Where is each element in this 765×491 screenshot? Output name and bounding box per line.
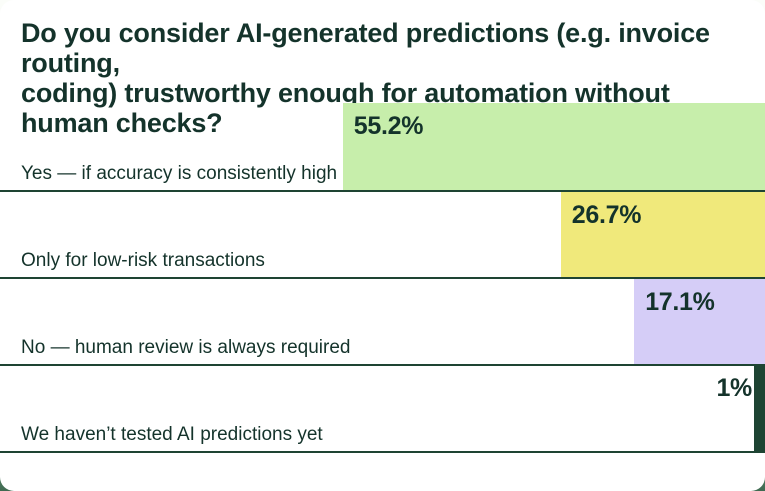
category-label-low-risk-only: Only for low-risk transactions [21,250,265,271]
row-separator [0,364,765,366]
value-label-low-risk-only: 26.7% [571,201,642,229]
bar-no-human-review: 17.1% [634,279,765,364]
category-label-no-human-review: No — human review is always required [21,337,351,358]
value-label-not-tested: 1% [716,374,752,402]
chart-title-line-1: Do you consider AI-generated predictions… [21,18,710,78]
bar-yes-high-accuracy: 55.2% [342,103,765,190]
category-label-not-tested: We haven’t tested AI predictions yet [21,424,323,445]
row-separator [0,451,765,453]
bar-low-risk-only: 26.7% [560,192,765,277]
chart-title-line-3: human checks? [21,108,223,138]
row-separator [0,190,765,192]
category-label-yes-high-accuracy: Yes — if accuracy is consistently high [21,163,338,184]
bar-not-tested [754,366,765,451]
row-separator [0,277,765,279]
value-label-yes-high-accuracy: 55.2% [353,112,424,140]
value-label-no-human-review: 17.1% [645,288,715,316]
